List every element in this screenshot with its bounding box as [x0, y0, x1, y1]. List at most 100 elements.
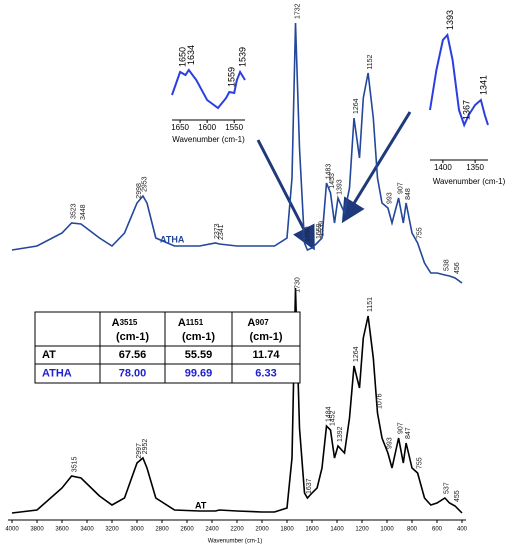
x-tick-label: 1200 [355, 527, 369, 533]
peak-label: 993 [387, 192, 394, 204]
peak-label: 755 [416, 227, 423, 239]
peak-label: 2997 [136, 443, 143, 459]
inset-tick-label: 1600 [198, 123, 216, 132]
peak-label: 2953 [142, 176, 149, 192]
x-tick-label: 1600 [305, 527, 319, 533]
inset-peak-label: 1650 [177, 47, 187, 67]
table-header-sub: 1151 [186, 318, 204, 327]
peak-label: 1392 [337, 426, 344, 442]
table-cell: 78.00 [119, 367, 147, 379]
x-tick-label: 2800 [155, 527, 169, 533]
peak-label: 3448 [80, 204, 87, 220]
table-header: A907 [247, 317, 269, 329]
peak-label: 1650 [305, 226, 312, 242]
peak-label: 3515 [71, 457, 78, 473]
spectrum-line [11, 22, 463, 284]
x-tick-label: 2600 [180, 527, 194, 533]
table-header-symbol: A [247, 317, 255, 329]
peak-label: 1264 [353, 98, 360, 114]
peak-label: 2341 [218, 224, 225, 240]
peak-label: 3523 [70, 203, 77, 219]
x-tick-label: 3600 [55, 527, 69, 533]
table-header: A3515 [112, 317, 138, 329]
peak-label: 1539 [318, 221, 325, 237]
table-unit: (cm-1) [182, 331, 215, 343]
table-row-name: AT [42, 349, 56, 361]
peak-label: 1264 [353, 346, 360, 362]
inset-peak-label: 1539 [237, 47, 247, 67]
data-table: A3515(cm-1)A1151(cm-1)A907(cm-1)AT 67.56 5… [34, 311, 301, 384]
arrow [341, 111, 412, 224]
peak-label: 907 [397, 182, 404, 194]
peak-label: 1637 [306, 478, 313, 494]
table-frame [34, 311, 301, 384]
inset-peak-label: 1367 [462, 100, 472, 120]
x-tick-label: 1000 [380, 527, 394, 533]
peak-label: 1559 [316, 223, 323, 239]
peak-label: 1076 [376, 393, 383, 409]
table-row-name: ATHA [42, 367, 72, 379]
inset-tick-label: 1350 [466, 163, 484, 172]
x-tick-label: 600 [432, 527, 443, 533]
table-header-symbol: A [178, 317, 186, 329]
inset-line [429, 32, 489, 128]
peak-label: 456 [454, 262, 461, 274]
peak-label: 2998 [136, 183, 143, 199]
peak-label: 537 [444, 482, 451, 494]
peak-label: 1393 [337, 179, 344, 195]
x-tick-label: 3800 [30, 527, 44, 533]
x-tick-label: 2200 [230, 527, 244, 533]
table-cell: 67.56 [119, 349, 147, 361]
peak-label: 1730 [295, 277, 302, 293]
peak-label: 1452 [329, 410, 336, 426]
x-tick-label: 3000 [130, 527, 144, 533]
peak-label: 2952 [142, 439, 149, 455]
series-label: ATHA [160, 234, 185, 244]
table-cell: 11.74 [253, 349, 281, 361]
inset-tick-label: 1400 [434, 163, 452, 172]
inset-peak-label: 1634 [186, 45, 196, 65]
x-axis-label: Wavenumber (cm-1) [208, 539, 262, 545]
table-unit: (cm-1) [249, 331, 282, 343]
table-header: A1151 [178, 317, 204, 329]
x-tick-label: 1800 [280, 527, 294, 533]
peak-label: 755 [416, 457, 423, 469]
inset-tick-label: 1550 [225, 123, 243, 132]
peak-label: 538 [444, 259, 451, 271]
table-header-sub: 907 [255, 318, 269, 327]
x-tick-label: 800 [407, 527, 418, 533]
x-tick-label: 3400 [80, 527, 94, 533]
table-header-sub: 3515 [120, 318, 138, 327]
peak-label: 1484 [325, 406, 332, 422]
peak-label: 1152 [367, 54, 374, 69]
x-tick-label: 400 [457, 527, 468, 533]
x-tick-label: 2400 [205, 527, 219, 533]
peak-label: 1732 [294, 3, 301, 19]
table-header-symbol: A [112, 317, 120, 329]
x-tick-label: 2000 [255, 527, 269, 533]
peak-label: 907 [397, 422, 404, 434]
inset-axis-label: Wavenumber (cm-1) [433, 177, 505, 186]
table-unit: (cm-1) [116, 331, 149, 343]
x-tick-label: 4000 [5, 527, 19, 533]
peak-label: 455 [454, 490, 461, 502]
inset-peak-label: 1559 [227, 67, 237, 87]
table-cell: 99.69 [185, 367, 213, 379]
x-tick-label: 3200 [105, 527, 119, 533]
inset-axis-label: Wavenumber (cm-1) [172, 135, 245, 144]
series-label: AT [195, 500, 207, 510]
peak-label: 1483 [325, 164, 332, 180]
table-cell: 6.33 [255, 367, 276, 379]
peak-label: 848 [405, 188, 412, 200]
peak-label: 1453 [329, 173, 336, 189]
peak-label: 2373 [214, 223, 221, 239]
inset-tick-label: 1650 [171, 123, 189, 132]
peak-label: 993 [387, 437, 394, 449]
peak-label: 847 [405, 427, 412, 439]
spectrum-line [11, 287, 463, 514]
peak-label: 1151 [367, 297, 374, 312]
inset-peak-label: 1341 [478, 75, 488, 95]
table-cell: 55.59 [185, 349, 213, 361]
x-tick-label: 1400 [330, 527, 344, 533]
